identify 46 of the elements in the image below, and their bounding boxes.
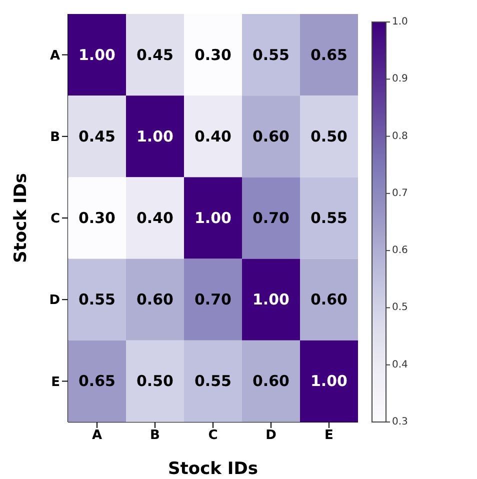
data-label: 0.55 xyxy=(310,209,348,227)
data-label: 0.40 xyxy=(194,127,232,146)
data-label: 0.70 xyxy=(252,209,290,227)
data-label: 0.55 xyxy=(78,290,116,309)
y-tick-label: A xyxy=(50,48,60,64)
color-bar-label: 0.3 xyxy=(392,416,408,428)
data-label: 0.65 xyxy=(310,46,348,64)
data-label: 0.70 xyxy=(194,290,232,309)
data-label: 0.30 xyxy=(194,46,232,64)
data-label: 1.00 xyxy=(136,127,174,146)
y-tick-label: E xyxy=(51,374,60,390)
x-tick-label: A xyxy=(92,428,102,444)
x-tick-label: B xyxy=(150,428,160,444)
data-label: 0.50 xyxy=(310,127,348,146)
color-bar-label: 0.9 xyxy=(392,74,408,85)
data-label: 1.00 xyxy=(310,372,348,390)
data-label: 0.45 xyxy=(136,46,174,64)
data-label: 0.60 xyxy=(310,290,348,309)
y-axis-title: Stock IDs xyxy=(11,173,32,263)
data-label: 1.00 xyxy=(252,290,290,309)
color-bar-label: 1.0 xyxy=(392,16,408,28)
data-label: 1.00 xyxy=(78,46,116,64)
color-bar-label: 0.5 xyxy=(392,302,408,314)
colorbar: 0.3 0.4 0.5 0.6 0.7 0.8 0.9 1.0 xyxy=(368,8,428,478)
data-label: 0.30 xyxy=(78,209,116,227)
x-tick-label: C xyxy=(208,428,218,444)
color-bar-label: 0.6 xyxy=(392,245,408,256)
data-label: 0.60 xyxy=(252,372,290,390)
data-label: 0.60 xyxy=(136,290,174,309)
data-label: 0.40 xyxy=(136,209,174,227)
color-bar-label: 0.4 xyxy=(392,359,408,370)
x-tick-label: E xyxy=(324,428,334,444)
y-tick-label: B xyxy=(50,130,60,146)
x-tick-label: D xyxy=(266,428,277,444)
data-label: 0.55 xyxy=(194,372,232,390)
x-axis-title: Stock IDs xyxy=(168,459,258,479)
data-label: 1.00 xyxy=(194,209,232,227)
data-label: 0.55 xyxy=(252,46,290,64)
y-tick-label: C xyxy=(50,212,60,227)
data-label: 0.50 xyxy=(136,372,174,390)
data-label: 0.60 xyxy=(252,127,290,146)
color-bar-label: 0.8 xyxy=(392,130,408,142)
data-label: 0.65 xyxy=(78,372,116,390)
color-bar-label: 0.7 xyxy=(392,188,408,199)
y-tick-label: D xyxy=(49,293,60,308)
data-label: 0.45 xyxy=(78,127,116,146)
